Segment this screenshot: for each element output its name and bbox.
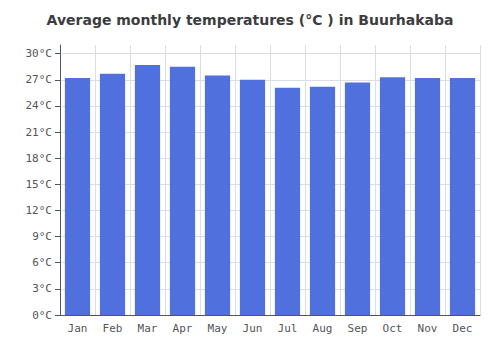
svg-text:Jan: Jan [68,322,88,335]
svg-text:Mar: Mar [138,322,158,335]
svg-text:Oct: Oct [383,322,403,335]
svg-text:Jul: Jul [278,322,298,335]
svg-text:12°C: 12°C [26,204,53,217]
svg-text:27°C: 27°C [26,73,53,86]
svg-text:30°C: 30°C [26,47,53,60]
svg-text:6°C: 6°C [32,256,52,269]
svg-text:Average monthly temperatures (: Average monthly temperatures (°C ) in Bu… [47,12,454,28]
svg-text:3°C: 3°C [32,282,52,295]
svg-text:9°C: 9°C [32,230,52,243]
svg-text:Feb: Feb [103,322,123,335]
svg-text:Nov: Nov [418,322,438,335]
svg-text:Sep: Sep [348,322,368,335]
svg-text:0°C: 0°C [32,309,52,322]
svg-text:May: May [208,322,228,335]
svg-text:Aug: Aug [313,322,333,335]
svg-text:21°C: 21°C [26,126,53,139]
svg-text:18°C: 18°C [26,152,53,165]
svg-text:Jun: Jun [243,322,263,335]
svg-text:24°C: 24°C [26,99,53,112]
svg-text:15°C: 15°C [26,178,53,191]
svg-text:Dec: Dec [453,322,473,335]
svg-text:Apr: Apr [173,322,193,335]
